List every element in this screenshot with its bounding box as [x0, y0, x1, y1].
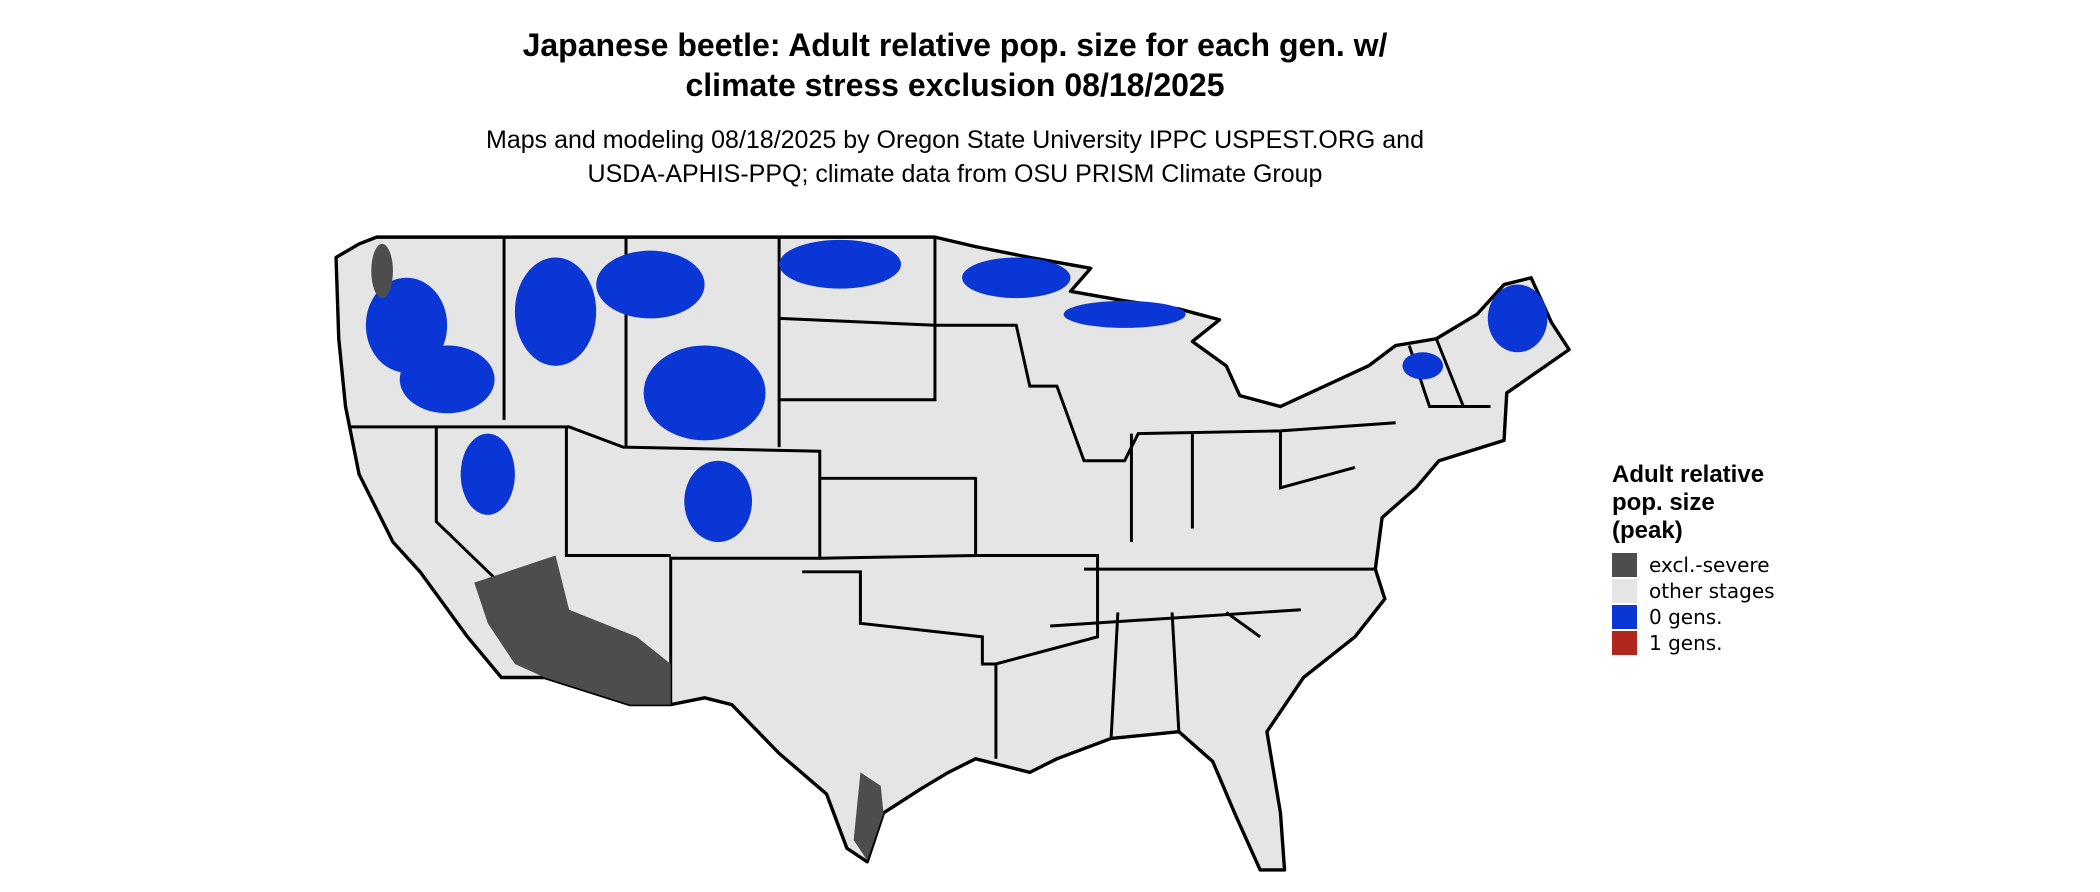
- state-borders: [349, 237, 1491, 759]
- title: climate stress exclusion 08/18/2025: [685, 67, 1224, 103]
- subtitle: Maps and modeling 08/18/2025 by Oregon S…: [486, 126, 1424, 154]
- legend-label: 0 gens.: [1649, 605, 1723, 629]
- legend-swatch: [1612, 579, 1637, 603]
- legend-label: excl.-severe: [1649, 553, 1770, 577]
- legend-title: (peak): [1612, 517, 1683, 544]
- zero-gens-areas: [365, 239, 1548, 542]
- title: Japanese beetle: Adult relative pop. siz…: [523, 27, 1388, 63]
- legend-swatch: [1612, 631, 1637, 655]
- legend-title: Adult relative: [1612, 461, 1764, 488]
- legend-label: other stages: [1649, 579, 1775, 603]
- legend-swatch: [1612, 605, 1637, 629]
- excluded-areas: [371, 243, 884, 861]
- us-map: [334, 235, 1571, 872]
- legend-label: 1 gens.: [1649, 631, 1723, 655]
- legend-swatch: [1612, 553, 1637, 577]
- subtitle: USDA-APHIS-PPQ; climate data from OSU PR…: [588, 160, 1323, 188]
- legend-title: pop. size: [1612, 489, 1715, 516]
